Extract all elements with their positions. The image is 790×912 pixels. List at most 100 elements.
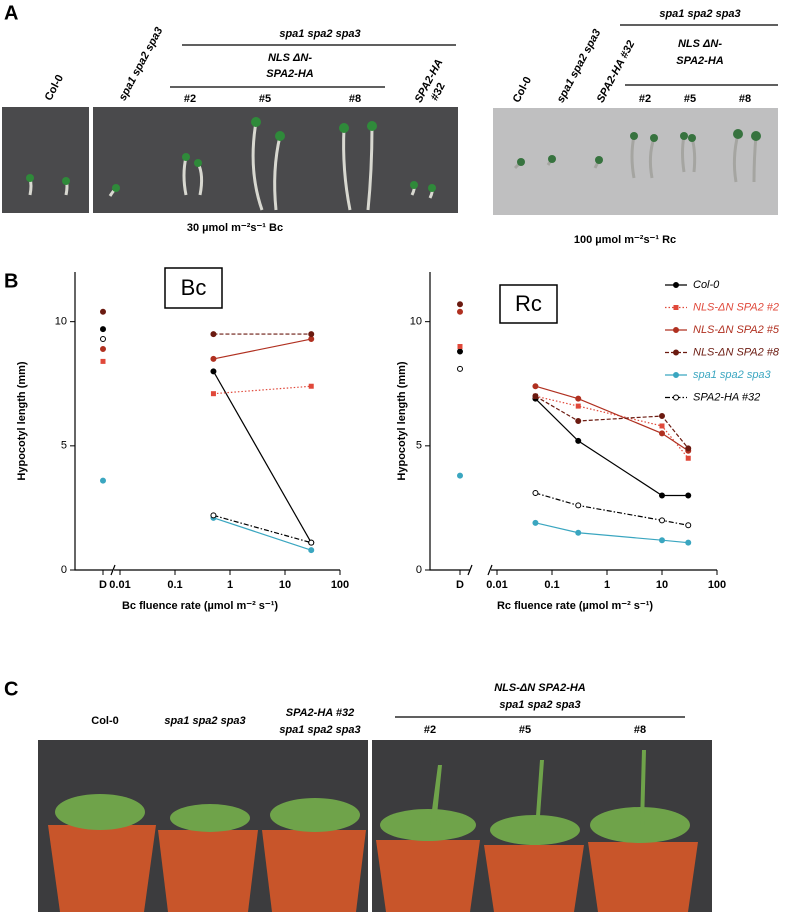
point	[100, 477, 106, 484]
series-line	[535, 385, 689, 452]
label: SPA2-HA	[266, 68, 314, 80]
x-tick-label: D	[99, 579, 107, 591]
title-box	[499, 284, 558, 324]
series-line	[213, 514, 312, 544]
point	[457, 348, 463, 355]
point	[685, 522, 692, 529]
point	[659, 413, 665, 420]
panel-letter: C	[4, 678, 18, 700]
point	[575, 502, 582, 509]
point	[210, 391, 216, 397]
label: NLS-ΔN SPA2-HA	[494, 682, 586, 694]
legend-label: SPA2-HA #32	[693, 391, 760, 403]
legend-label: NLS-ΔN SPA2 #8	[693, 346, 780, 358]
point	[532, 383, 539, 390]
point	[575, 403, 581, 409]
y-tick-label: 0	[61, 564, 67, 576]
point	[308, 383, 314, 389]
legend-marker	[673, 282, 679, 288]
point	[210, 355, 217, 362]
y-axis-label: Hypocotyl length (mm)	[16, 361, 28, 481]
series-line	[535, 522, 689, 544]
point	[457, 344, 463, 349]
legend-label: NLS-ΔN SPA2 #5	[693, 324, 780, 336]
legend-label: NLS-ΔN SPA2 #2	[693, 301, 779, 313]
x-tick-label: 10	[279, 579, 291, 591]
x-axis-label: Bc fluence rate (µmol m⁻² s⁻¹)	[122, 600, 278, 612]
x-tick-label: 100	[708, 579, 726, 591]
legend-label: Col-0	[693, 279, 720, 291]
y-tick-label: 0	[416, 564, 422, 576]
plants	[55, 750, 690, 845]
legend-marker	[673, 305, 679, 310]
point	[210, 368, 217, 375]
label: #8	[349, 93, 361, 105]
point	[100, 308, 106, 315]
label: NLS ΔN-	[268, 52, 312, 64]
label: spa1 spa2 spa3	[279, 28, 360, 40]
point	[659, 517, 665, 524]
x-tick-label: 0.01	[109, 579, 130, 591]
legend-marker	[673, 372, 679, 378]
x-tick-label: 0.01	[486, 579, 507, 591]
title-box	[164, 267, 223, 309]
photo	[2, 107, 458, 213]
label: SPA2-HA #32	[286, 707, 354, 719]
point	[685, 492, 692, 499]
x-tick-label: 1	[604, 579, 610, 591]
label: spa1 spa2 spa3	[164, 715, 245, 727]
photo	[493, 108, 778, 215]
label: spa1 spa2 spa3	[555, 27, 604, 104]
panel-letter: A	[4, 2, 18, 24]
point	[308, 539, 315, 546]
label: #2	[424, 724, 436, 736]
point	[457, 301, 463, 308]
x-tick-label: 10	[656, 579, 668, 591]
point	[457, 308, 463, 315]
label: #8	[739, 93, 751, 105]
x-axis-label: Rc fluence rate (µmol m⁻² s⁻¹)	[497, 600, 653, 612]
label: Col-0	[511, 75, 535, 105]
label: #2	[639, 93, 651, 105]
point	[685, 445, 692, 452]
point	[532, 393, 539, 400]
series-line	[535, 398, 689, 497]
label: #5	[259, 93, 271, 105]
chart-title: Rc	[515, 291, 542, 316]
axis-break	[467, 564, 493, 576]
series-line	[213, 338, 312, 360]
series-line	[535, 395, 689, 449]
y-tick-label: 5	[61, 440, 67, 452]
axis-break	[110, 564, 116, 576]
point	[685, 455, 691, 461]
label: spa1 spa2 spa3	[279, 724, 360, 736]
point	[532, 519, 539, 526]
point	[308, 547, 315, 554]
legend-marker	[673, 349, 679, 356]
label: #5	[519, 724, 531, 736]
series-line	[213, 517, 312, 551]
panel-letter: B	[4, 270, 18, 292]
cotyledons	[26, 117, 761, 192]
point	[100, 336, 106, 343]
y-tick-label: 10	[410, 316, 422, 328]
point	[575, 529, 582, 536]
point	[659, 423, 665, 429]
label: spa1 spa2 spa3	[499, 699, 580, 711]
legend-marker	[673, 327, 679, 333]
label: #2	[184, 93, 196, 105]
chart-title: Bc	[181, 275, 207, 300]
series-line	[535, 492, 689, 526]
pots	[48, 825, 698, 912]
x-tick-label: 100	[331, 579, 349, 591]
point	[100, 345, 106, 352]
label: SPA2-HA	[676, 55, 724, 67]
y-tick-label: 10	[55, 316, 67, 328]
point	[308, 336, 315, 343]
point	[685, 539, 692, 546]
point	[210, 331, 217, 338]
label: spa1 spa2 spa3	[659, 8, 740, 20]
axis	[74, 272, 340, 571]
label: Col-0	[91, 715, 119, 727]
